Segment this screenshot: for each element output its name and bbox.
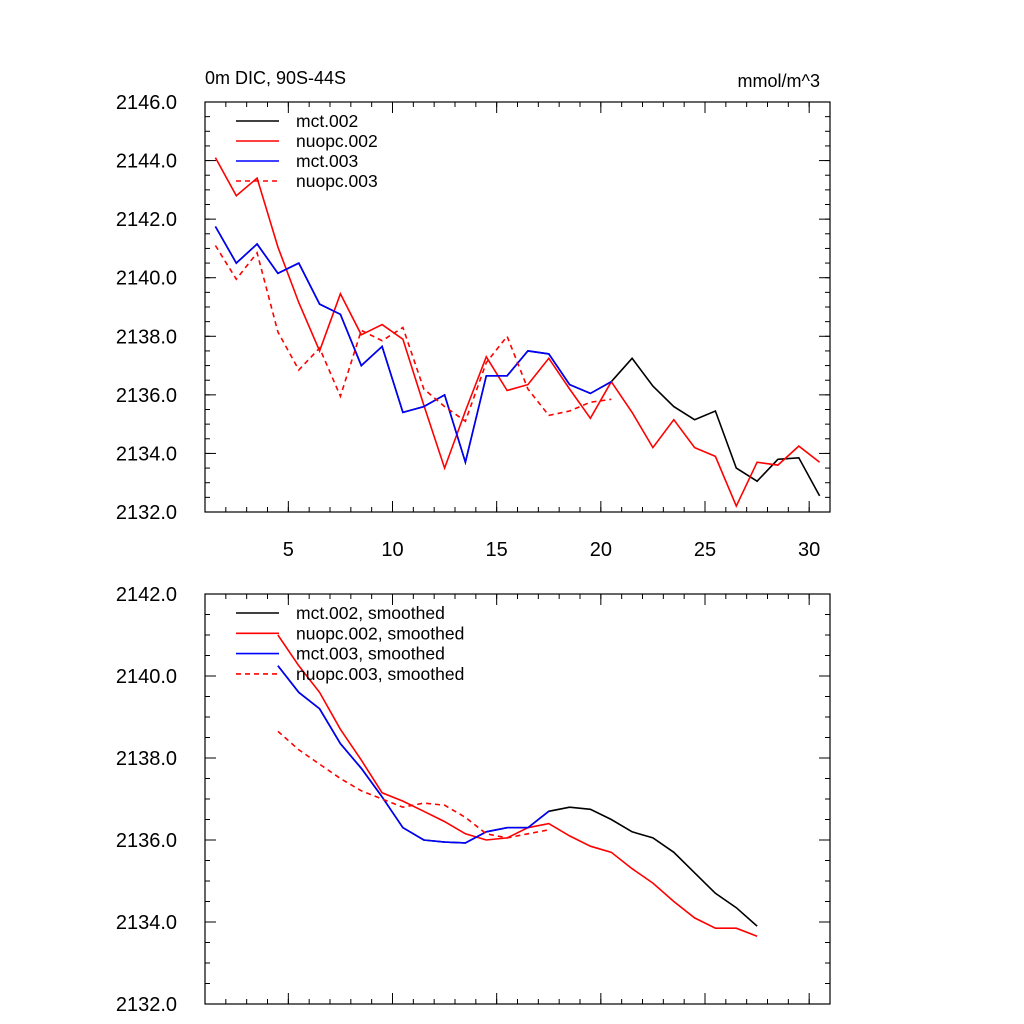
- chart-0-legend-label-nuopc-002: nuopc.002: [296, 131, 378, 151]
- chart-1-series-nuopc-002-smoothed: [277, 634, 758, 938]
- chart-0-y-tick-label: 2142.0: [116, 209, 177, 231]
- chart-0-plot-frame: [204, 101, 831, 513]
- chart-1-y-tick-label: 2136.0: [116, 830, 177, 852]
- chart-0-legend-label-nuopc-003: nuopc.003: [296, 171, 378, 191]
- bottom-panel: 2132.0 2134.0 2136.0 2138.0 2140.0 2142.0 mct.…: [116, 584, 831, 1016]
- chart-0-y-tick-label: 2136.0: [116, 385, 177, 407]
- top-panel: 0m DIC, 90S-44S mmol/m^3 2132.0 2134.0 2136.…: [116, 68, 831, 561]
- chart-0-x-tick-label: 15: [486, 539, 508, 561]
- chart-1-plot-frame: [204, 593, 831, 1005]
- chart-0-series-mct-003: [214, 226, 612, 466]
- chart-0-x-tick-label: 5: [283, 539, 294, 561]
- chart-1-y-tick-label: 2142.0: [116, 584, 177, 606]
- chart-1-legend-label-nuopc-002-smoothed: nuopc.002, smoothed: [296, 623, 464, 643]
- chart-0-y-tick-label: 2144.0: [116, 151, 177, 173]
- chart-title: 0m DIC, 90S-44S: [205, 68, 346, 88]
- chart-1-series-mct-003-smoothed: [277, 665, 550, 844]
- chart-0-series-nuopc-002: [214, 157, 821, 509]
- chart-0-x-tick-label: 10: [381, 539, 403, 561]
- chart-0-legend-label-mct-002: mct.002: [296, 111, 358, 131]
- chart-1-legend-label-nuopc-003-smoothed: nuopc.003, smoothed: [296, 664, 464, 684]
- chart-1-y-tick-label: 2132.0: [116, 994, 177, 1016]
- chart-0-y-tick-label: 2132.0: [116, 502, 177, 524]
- chart-0-x-tick-label: 20: [590, 539, 612, 561]
- chart-1-series-nuopc-003-smoothed: [277, 730, 549, 839]
- chart-0-y-tick-label: 2138.0: [116, 326, 177, 348]
- chart-1-y-tick-label: 2134.0: [116, 912, 177, 934]
- chart-0-y-tick-label: 2134.0: [116, 443, 177, 465]
- chart-0-x-tick-label: 25: [694, 539, 716, 561]
- chart-1-legend-label-mct-003-smoothed: mct.003, smoothed: [296, 644, 445, 664]
- chart-1-y-tick-label: 2140.0: [116, 666, 177, 688]
- chart-0-y-tick-label: 2140.0: [116, 268, 177, 290]
- chart-0-x-tick-label: 30: [798, 539, 820, 561]
- chart-1-series-mct-002-smoothed: [277, 665, 758, 927]
- chart-0-legend-label-mct-003: mct.003: [296, 151, 358, 171]
- chart-units: mmol/m^3: [738, 71, 820, 91]
- chart-0-series-nuopc-003: [214, 245, 612, 423]
- chart-0-y-tick-label: 2146.0: [116, 92, 177, 114]
- chart-1-legend-label-mct-002-smoothed: mct.002, smoothed: [296, 603, 445, 623]
- chart-1-y-tick-label: 2138.0: [116, 748, 177, 770]
